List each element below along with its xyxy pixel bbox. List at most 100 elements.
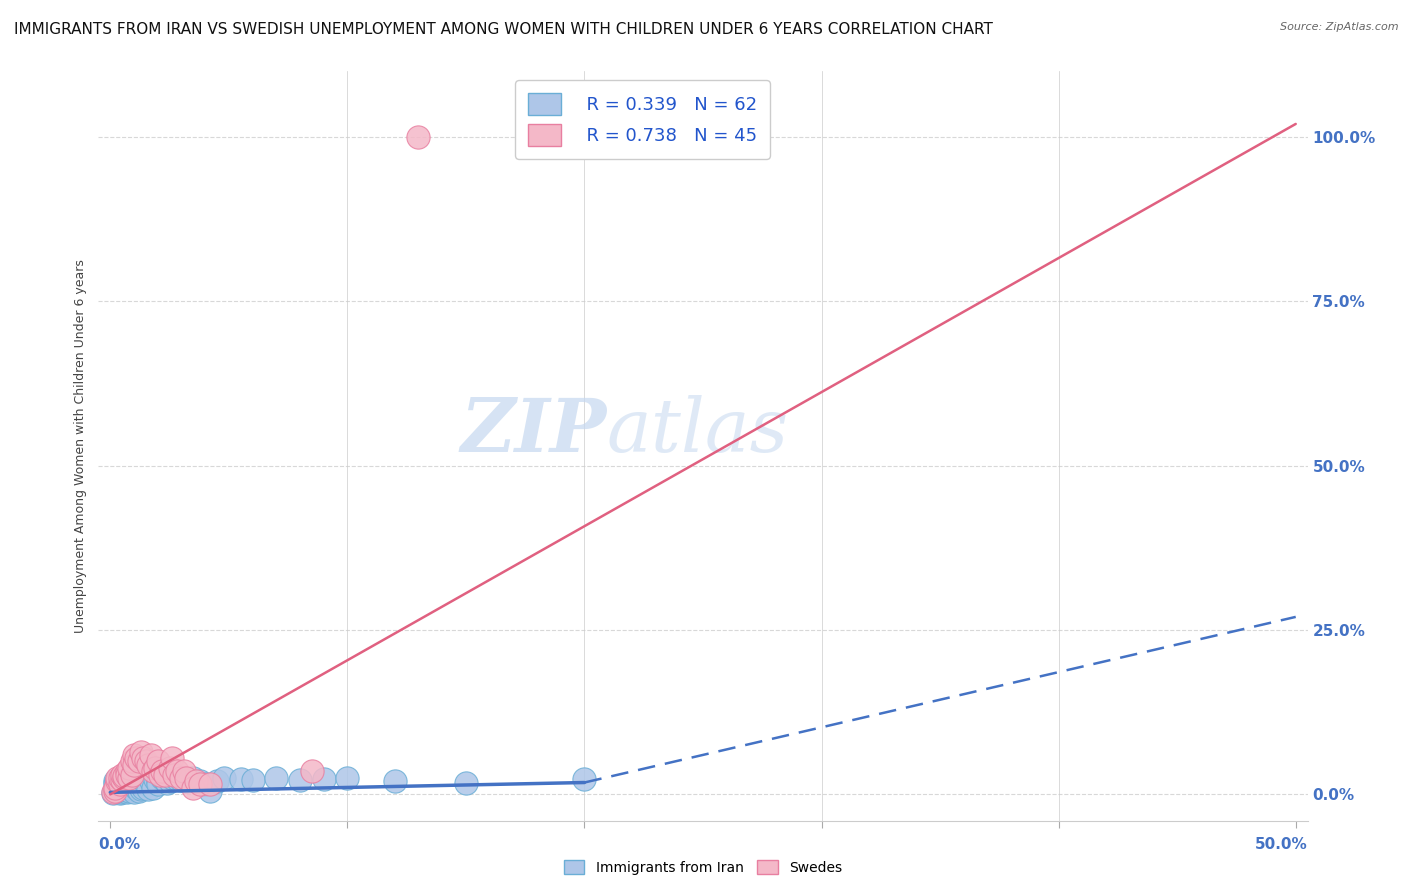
Legend:   R = 0.339   N = 62,   R = 0.738   N = 45: R = 0.339 N = 62, R = 0.738 N = 45 — [516, 80, 769, 159]
Point — [115, 767, 138, 781]
Point — [108, 780, 131, 795]
Point — [184, 774, 207, 789]
Point — [264, 771, 287, 785]
Point — [152, 771, 174, 785]
Point — [153, 772, 176, 787]
Y-axis label: Unemployment Among Women with Children Under 6 years: Unemployment Among Women with Children U… — [75, 259, 87, 633]
Point — [111, 772, 134, 787]
Point — [212, 771, 235, 785]
Point — [166, 764, 188, 779]
Point — [142, 780, 165, 795]
Point — [454, 776, 477, 790]
Point — [173, 764, 195, 779]
Point — [163, 767, 186, 781]
Text: Source: ZipAtlas.com: Source: ZipAtlas.com — [1281, 22, 1399, 32]
Point — [336, 771, 359, 785]
Text: 0.0%: 0.0% — [98, 837, 141, 852]
Point — [136, 782, 159, 797]
Point — [190, 777, 212, 791]
Point — [194, 777, 217, 791]
Point — [118, 784, 141, 798]
Point — [115, 772, 138, 787]
Legend: Immigrants from Iran, Swedes: Immigrants from Iran, Swedes — [558, 855, 848, 880]
Point — [122, 747, 145, 762]
Text: ZIP: ZIP — [460, 395, 606, 467]
Point — [139, 774, 162, 789]
Point — [105, 771, 128, 785]
Point — [135, 755, 157, 769]
Point — [118, 761, 141, 775]
Point — [125, 774, 148, 789]
Point — [132, 751, 155, 765]
Point — [111, 785, 134, 799]
Point — [114, 784, 136, 798]
Point — [159, 761, 181, 775]
Point — [142, 764, 165, 779]
Point — [181, 780, 204, 795]
Point — [174, 771, 197, 785]
Point — [114, 771, 136, 785]
Point — [108, 777, 131, 791]
Point — [139, 747, 162, 762]
Point — [198, 784, 221, 798]
Point — [156, 775, 179, 789]
Point — [105, 775, 128, 789]
Point — [111, 767, 134, 781]
Point — [132, 780, 155, 795]
Text: 50.0%: 50.0% — [1254, 837, 1308, 852]
Point — [146, 755, 169, 769]
Point — [111, 782, 134, 797]
Point — [115, 764, 138, 779]
Point — [115, 782, 138, 797]
Point — [104, 784, 127, 798]
Point — [105, 782, 128, 797]
Point — [205, 774, 228, 789]
Point — [174, 774, 197, 789]
Point — [104, 780, 127, 795]
Point — [129, 745, 152, 759]
Point — [153, 767, 176, 781]
Point — [135, 777, 157, 791]
Text: IMMIGRANTS FROM IRAN VS SWEDISH UNEMPLOYMENT AMONG WOMEN WITH CHILDREN UNDER 6 Y: IMMIGRANTS FROM IRAN VS SWEDISH UNEMPLOY… — [14, 22, 993, 37]
Point — [104, 784, 127, 798]
Point — [122, 757, 145, 772]
Text: atlas: atlas — [606, 395, 789, 467]
Point — [114, 769, 136, 783]
Point — [152, 764, 174, 779]
Point — [125, 780, 148, 795]
Point — [301, 764, 323, 779]
Point — [125, 751, 148, 765]
Point — [104, 774, 127, 789]
Point — [574, 772, 596, 787]
Point — [122, 785, 145, 799]
Point — [143, 761, 166, 775]
Point — [170, 771, 193, 785]
Point — [170, 772, 193, 787]
Point — [146, 777, 169, 791]
Point — [108, 786, 131, 800]
Point — [242, 772, 264, 787]
Point — [128, 755, 150, 769]
Point — [128, 784, 150, 798]
Point — [229, 772, 252, 787]
Point — [108, 777, 131, 791]
Point — [122, 774, 145, 789]
Point — [149, 767, 172, 781]
Point — [105, 780, 128, 795]
Point — [121, 767, 143, 781]
Point — [166, 772, 188, 787]
Point — [115, 785, 138, 799]
Point — [136, 757, 159, 772]
Point — [114, 780, 136, 795]
Point — [118, 777, 141, 791]
Point — [101, 786, 124, 800]
Point — [129, 782, 152, 797]
Point — [159, 774, 181, 789]
Point — [104, 777, 127, 791]
Point — [160, 751, 183, 765]
Point — [146, 774, 169, 789]
Point — [118, 771, 141, 785]
Point — [121, 777, 143, 791]
Point — [181, 771, 204, 785]
Point — [312, 772, 335, 787]
